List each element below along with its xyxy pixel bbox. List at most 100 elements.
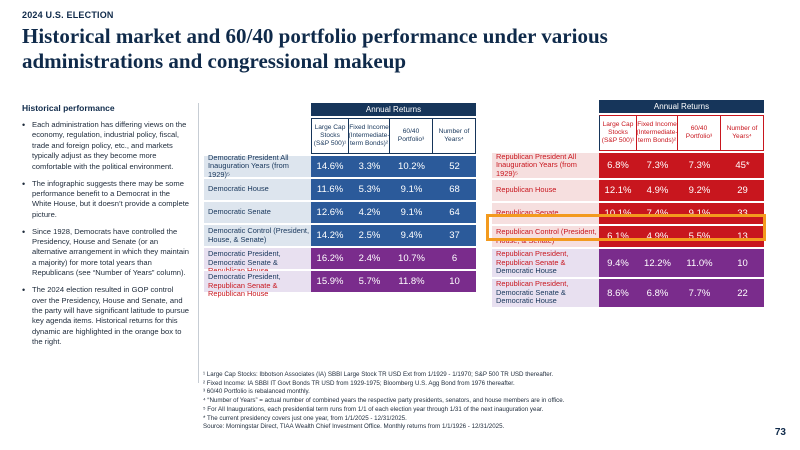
page-title: Historical market and 60/40 portfolio pe…	[22, 24, 608, 73]
cell-years: 22	[721, 279, 764, 307]
cell-fixed-income: 5.3%	[349, 179, 390, 200]
cell-6040: 11.0%	[678, 249, 721, 277]
row-label: Republican President, Republican Senate …	[492, 249, 599, 277]
cell-large-cap: 16.2%	[311, 248, 349, 269]
footnotes: ¹ Large Cap Stocks: Ibbotson Associates …	[203, 371, 763, 432]
cell-fixed-income: 7.3%	[637, 153, 678, 178]
cell-years: 13	[721, 226, 764, 247]
footnote: ³ 60/40 Portfolio is rebalanced monthly.	[203, 388, 310, 396]
cell-years: 45*	[721, 153, 764, 178]
divider	[198, 103, 199, 383]
cell-large-cap: 8.6%	[599, 279, 637, 307]
cell-6040: 9.1%	[678, 203, 721, 224]
cell-years: 29	[721, 180, 764, 201]
footnote: ⁴ “Number of Years” = actual number of c…	[203, 397, 565, 405]
cell-6040: 9.1%	[390, 179, 433, 200]
column-header: Fixed Income (Intermediate-term Bonds)²	[348, 118, 390, 154]
cell-years: 33	[721, 203, 764, 224]
column-header: 60/40 Portfolio³	[390, 118, 433, 154]
table-row: Republican Control (President, House, & …	[492, 226, 764, 247]
footnote: ² Fixed Income: IA SBBI IT Govt Bonds TR…	[203, 379, 515, 387]
footnote: ¹ Large Cap Stocks: Ibbotson Associates …	[203, 371, 554, 378]
cell-6040: 10.7%	[390, 248, 433, 269]
cell-years: 64	[433, 202, 476, 223]
cell-years: 10	[721, 249, 764, 277]
cell-6040: 9.1%	[390, 202, 433, 223]
cell-years: 68	[433, 179, 476, 200]
row-label: Republican President All Inauguration Ye…	[492, 152, 599, 178]
cell-6040: 7.3%	[678, 153, 721, 178]
table-row: Republican President, Democratic Senate …	[492, 279, 764, 307]
cell-years: 6	[433, 248, 476, 269]
row-label: Democratic President All Inauguration Ye…	[204, 153, 311, 179]
annual-returns-band: Annual Returns	[599, 100, 764, 113]
cell-fixed-income: 4.9%	[637, 180, 678, 201]
table-row: Democratic President, Republican Senate …	[204, 271, 476, 298]
cell-large-cap: 14.2%	[311, 225, 349, 246]
cell-6040: 5.5%	[678, 226, 721, 247]
cell-years: 52	[433, 156, 476, 177]
footnote-source: Source: Morningstar Direct, TIAA Wealth …	[203, 423, 505, 431]
cell-fixed-income: 5.7%	[349, 271, 390, 292]
footnote: ⁵ For All Inaugurations, each presidenti…	[203, 405, 544, 413]
row-label: Republican President, Democratic Senate …	[492, 279, 599, 307]
bullet-item: Each administration has differing views …	[22, 120, 190, 172]
footnote: * The current presidency covers just one…	[203, 414, 407, 422]
bullet-item: The infographic suggests there may be so…	[22, 179, 190, 221]
row-label: Democratic Senate	[204, 202, 311, 223]
table-row: Democratic Senate 12.6% 4.2% 9.1% 64	[204, 202, 476, 223]
cell-fixed-income: 6.8%	[637, 279, 678, 307]
cell-6040: 10.2%	[390, 156, 433, 177]
table-row: Democratic House 11.6% 5.3% 9.1% 68	[204, 179, 476, 200]
cell-6040: 7.7%	[678, 279, 721, 307]
cell-fixed-income: 2.4%	[349, 248, 390, 269]
cell-6040: 11.8%	[390, 271, 433, 292]
bullet-item: The 2024 election resulted in GOP contro…	[22, 285, 190, 347]
cell-fixed-income: 7.4%	[637, 203, 678, 224]
cell-large-cap: 6.8%	[599, 153, 637, 178]
cell-large-cap: 12.1%	[599, 180, 637, 201]
sidebar-text: Historical performance Each administrati…	[22, 103, 190, 354]
row-label: Democratic President, Republican Senate …	[204, 271, 311, 298]
row-label: Republican House	[492, 180, 599, 201]
republican-table: Annual Returns Large Cap Stocks (S&P 500…	[492, 100, 764, 307]
cell-large-cap: 15.9%	[311, 271, 349, 292]
cell-6040: 9.4%	[390, 225, 433, 246]
cell-fixed-income: 4.9%	[637, 226, 678, 247]
cell-years: 10	[433, 271, 476, 292]
column-header: 60/40 Portfolio³	[678, 115, 721, 151]
cell-years: 37	[433, 225, 476, 246]
sidebar-heading: Historical performance	[22, 103, 115, 113]
cell-large-cap: 11.6%	[311, 179, 349, 200]
page-number: 73	[774, 427, 786, 438]
column-header: Large Cap Stocks (S&P 500)¹	[599, 115, 637, 151]
column-header: Fixed Income (Intermediate-term Bonds)²	[636, 115, 678, 151]
orange-highlight-box	[486, 214, 766, 241]
table-row: Republican President All Inauguration Ye…	[492, 152, 764, 178]
annual-returns-band: Annual Returns	[311, 103, 476, 116]
table-row: Democratic President All Inauguration Ye…	[204, 153, 476, 179]
cell-large-cap: 12.6%	[311, 202, 349, 223]
table-row: Republican Senate 10.1% 7.4% 9.1% 33	[492, 203, 764, 224]
table-row: Republican House 12.1% 4.9% 9.2% 29	[492, 180, 764, 201]
cell-large-cap: 6.1%	[599, 226, 637, 247]
cell-fixed-income: 2.5%	[349, 225, 390, 246]
row-label: Democratic Control (President, House, & …	[204, 225, 311, 246]
table-row: Democratic President, Democratic Senate …	[204, 248, 476, 275]
bullet-list: Each administration has differing views …	[22, 120, 190, 348]
bullet-item: Since 1928, Democrats have controlled th…	[22, 227, 190, 279]
column-header: Number of Years⁴	[433, 118, 476, 154]
column-header: Number of Years⁴	[721, 115, 764, 151]
cell-large-cap: 10.1%	[599, 203, 637, 224]
table-row: Republican President, Republican Senate …	[492, 249, 764, 277]
cell-fixed-income: 4.2%	[349, 202, 390, 223]
cell-large-cap: 9.4%	[599, 249, 637, 277]
cell-fixed-income: 12.2%	[637, 249, 678, 277]
table-row: Democratic Control (President, House, & …	[204, 225, 476, 246]
cell-6040: 9.2%	[678, 180, 721, 201]
row-label: Democratic President, Democratic Senate …	[204, 248, 311, 275]
eyebrow-label: 2024 U.S. ELECTION	[22, 10, 114, 20]
row-label: Republican Senate	[492, 203, 599, 224]
cell-large-cap: 14.6%	[311, 156, 349, 177]
democratic-table: Annual Returns Large Cap Stocks (S&P 500…	[204, 103, 476, 298]
